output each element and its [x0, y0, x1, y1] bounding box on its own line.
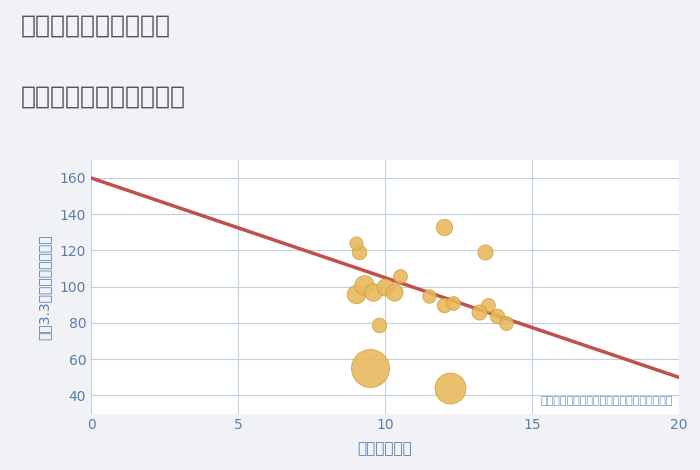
- Text: 円の大きさは、取引のあった物件面積を示す: 円の大きさは、取引のあった物件面積を示す: [540, 396, 673, 406]
- Point: [379, 283, 391, 290]
- Point: [365, 365, 376, 372]
- Point: [389, 289, 400, 296]
- Point: [480, 249, 491, 256]
- Point: [444, 384, 455, 392]
- Point: [491, 312, 503, 320]
- Point: [374, 321, 385, 329]
- Point: [447, 299, 458, 307]
- Text: 千葉県松戸市中矢切の: 千葉県松戸市中矢切の: [21, 14, 171, 38]
- Point: [438, 223, 449, 231]
- Point: [500, 319, 511, 327]
- Point: [350, 239, 361, 247]
- Text: 駅距離別中古戸建て価格: 駅距離別中古戸建て価格: [21, 85, 186, 109]
- Point: [424, 292, 435, 299]
- Point: [473, 308, 484, 316]
- Point: [368, 289, 379, 296]
- Y-axis label: 坪（3.3㎡）単価（万円）: 坪（3.3㎡）単価（万円）: [37, 234, 51, 339]
- Point: [438, 301, 449, 309]
- Point: [353, 249, 364, 256]
- X-axis label: 駅距離（分）: 駅距離（分）: [358, 441, 412, 456]
- Point: [359, 281, 370, 289]
- Point: [394, 272, 405, 280]
- Point: [482, 301, 493, 309]
- Point: [350, 290, 361, 298]
